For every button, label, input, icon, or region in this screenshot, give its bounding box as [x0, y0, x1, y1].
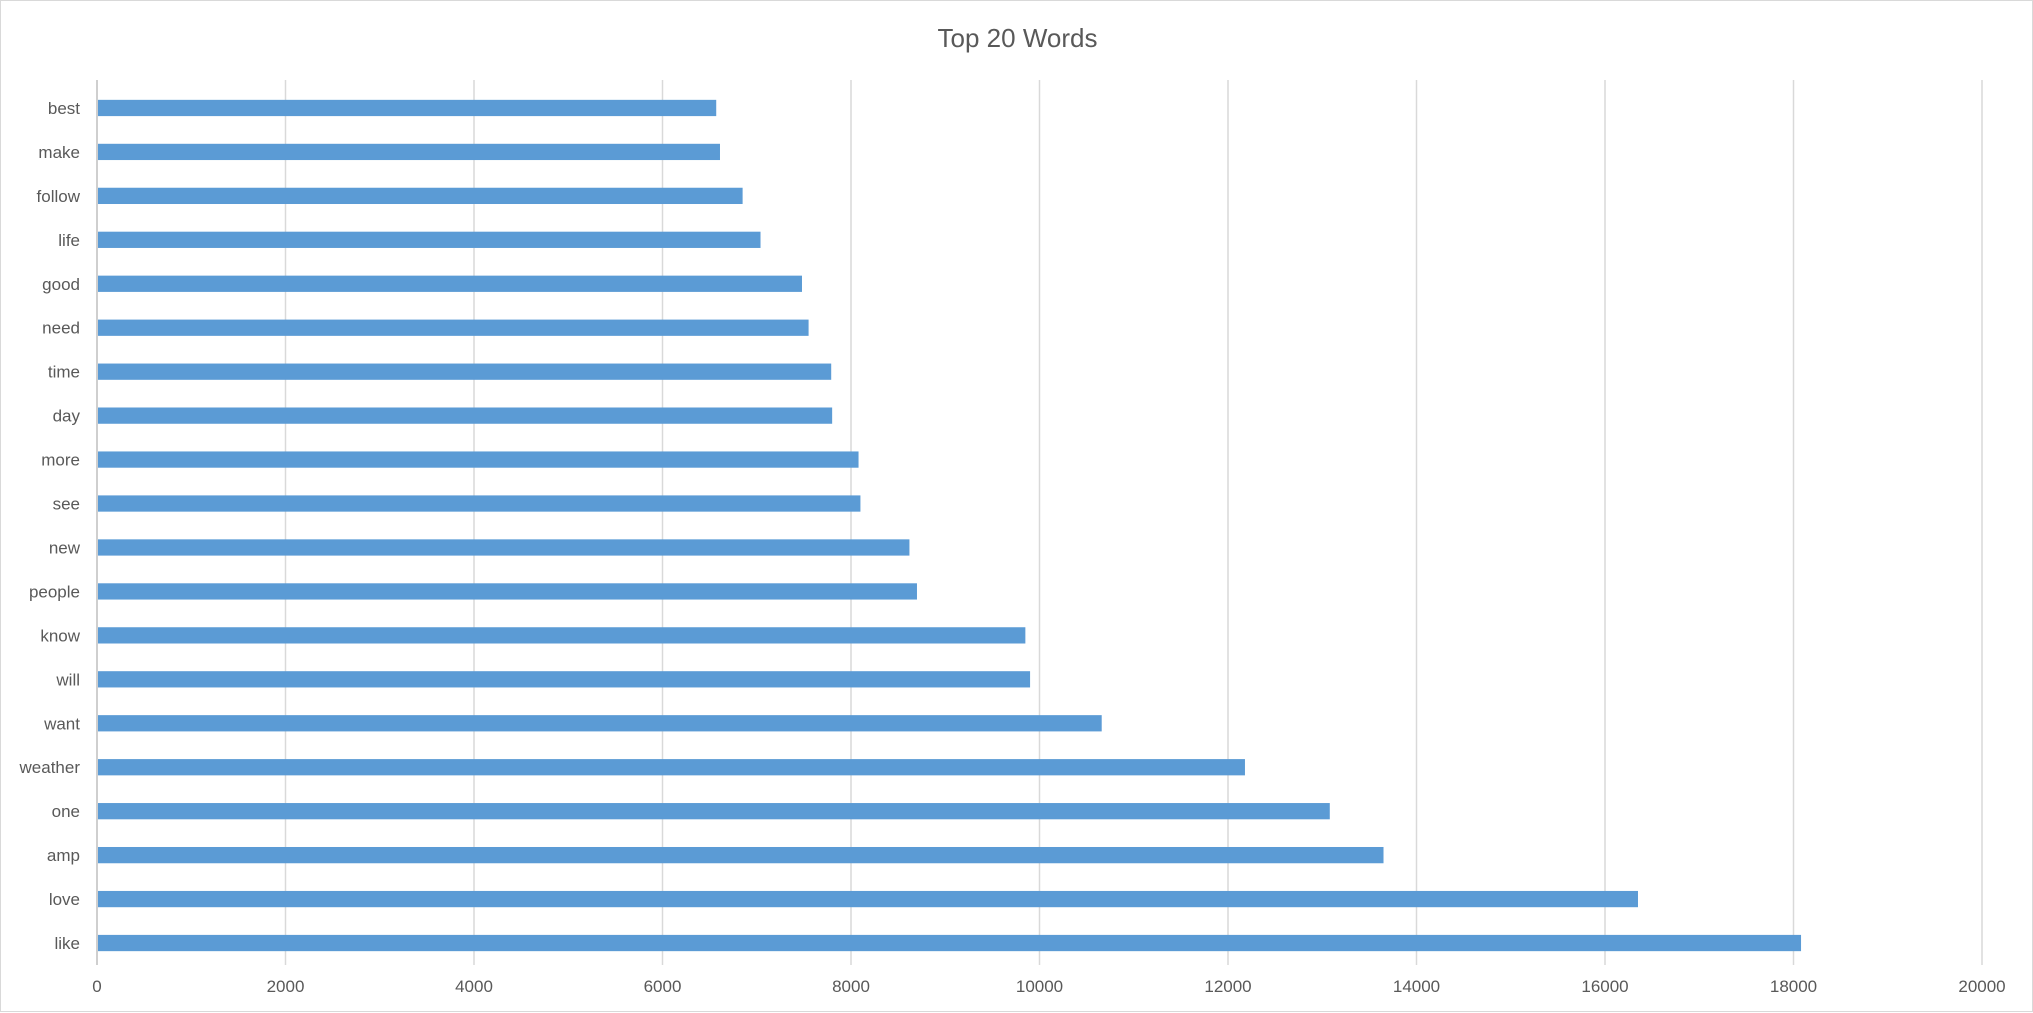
x-tick-label: 8000	[832, 977, 870, 996]
y-tick-label: see	[53, 495, 80, 514]
y-tick-label: will	[55, 670, 80, 689]
x-tick-label: 2000	[267, 977, 305, 996]
bar-follow	[98, 187, 743, 205]
x-tick-label: 10000	[1016, 977, 1063, 996]
bar-more	[98, 451, 859, 468]
bar-one	[98, 803, 1330, 820]
y-tick-label: time	[48, 363, 80, 382]
y-tick-label: need	[42, 319, 80, 338]
x-tick-label: 12000	[1204, 977, 1251, 996]
y-tick-label: day	[53, 407, 81, 426]
y-tick-label: life	[58, 231, 80, 250]
x-tick-label: 18000	[1770, 977, 1817, 996]
y-tick-label: make	[38, 143, 80, 162]
y-tick-label: like	[54, 934, 80, 953]
bar-like	[98, 934, 1802, 952]
chart-title: Top 20 Words	[937, 23, 1098, 53]
bar-see	[98, 495, 861, 512]
y-tick-label: know	[40, 626, 80, 645]
x-tick-label: 20000	[1958, 977, 2005, 996]
bar-life	[98, 231, 761, 248]
y-tick-label: want	[43, 714, 80, 733]
y-tick-label: good	[42, 275, 80, 294]
y-tick-label: follow	[37, 187, 81, 206]
y-tick-label: best	[48, 99, 80, 118]
y-tick-label: more	[41, 451, 80, 470]
bar-best	[98, 99, 717, 117]
bar-new	[98, 539, 910, 556]
bar-day	[98, 407, 833, 424]
bar-know	[98, 627, 1026, 644]
bar-need	[98, 319, 809, 336]
bar-will	[98, 671, 1031, 688]
bar-time	[98, 363, 832, 380]
bar-good	[98, 275, 802, 292]
bar-weather	[98, 759, 1245, 776]
y-tick-label: weather	[19, 758, 81, 777]
bar-want	[98, 715, 1102, 732]
bar-people	[98, 583, 917, 600]
y-tick-label: people	[29, 582, 80, 601]
x-tick-label: 16000	[1581, 977, 1628, 996]
x-tick-label: 4000	[455, 977, 493, 996]
bar-make	[98, 143, 720, 161]
y-tick-label: love	[49, 890, 80, 909]
y-tick-label: one	[52, 802, 80, 821]
x-tick-label: 0	[92, 977, 101, 996]
x-tick-label: 14000	[1393, 977, 1440, 996]
y-tick-label: amp	[47, 846, 80, 865]
bar-amp	[98, 846, 1384, 864]
x-tick-label: 6000	[644, 977, 682, 996]
bar-love	[98, 890, 1638, 908]
y-tick-label: new	[49, 538, 81, 557]
